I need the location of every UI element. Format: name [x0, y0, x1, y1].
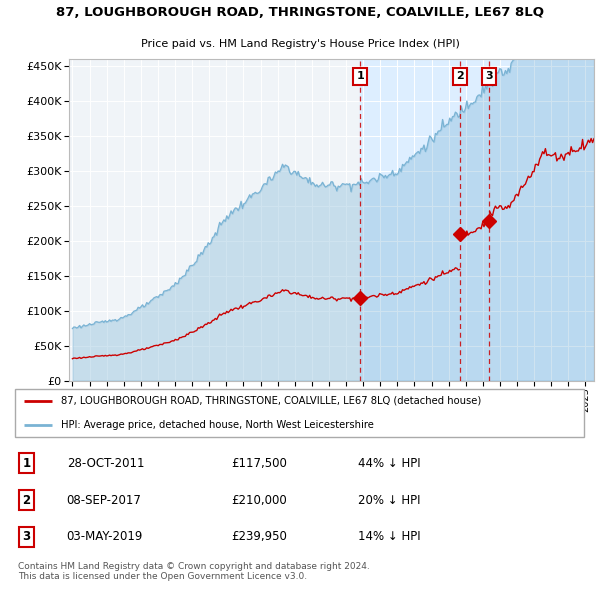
Text: 14% ↓ HPI: 14% ↓ HPI	[358, 530, 420, 543]
Text: 28-OCT-2011: 28-OCT-2011	[67, 457, 144, 470]
Bar	[360, 59, 488, 381]
Text: 03-MAY-2019: 03-MAY-2019	[67, 530, 143, 543]
FancyBboxPatch shape	[15, 389, 584, 437]
Text: 1: 1	[22, 457, 31, 470]
Text: HPI: Average price, detached house, North West Leicestershire: HPI: Average price, detached house, Nort…	[61, 420, 374, 430]
Text: 2: 2	[22, 493, 31, 507]
Text: 44% ↓ HPI: 44% ↓ HPI	[358, 457, 420, 470]
Text: 2: 2	[457, 71, 464, 81]
Text: Price paid vs. HM Land Registry's House Price Index (HPI): Price paid vs. HM Land Registry's House …	[140, 39, 460, 49]
Bar	[360, 59, 594, 381]
Text: £210,000: £210,000	[231, 493, 287, 507]
Text: 3: 3	[485, 71, 493, 81]
Text: 08-SEP-2017: 08-SEP-2017	[67, 493, 142, 507]
Text: £117,500: £117,500	[231, 457, 287, 470]
Text: 3: 3	[22, 530, 31, 543]
Text: 87, LOUGHBOROUGH ROAD, THRINGSTONE, COALVILLE, LE67 8LQ: 87, LOUGHBOROUGH ROAD, THRINGSTONE, COAL…	[56, 6, 544, 19]
Text: Contains HM Land Registry data © Crown copyright and database right 2024.
This d: Contains HM Land Registry data © Crown c…	[18, 562, 370, 581]
Text: £239,950: £239,950	[231, 530, 287, 543]
Text: 20% ↓ HPI: 20% ↓ HPI	[358, 493, 420, 507]
Text: 1: 1	[356, 71, 364, 81]
Text: 87, LOUGHBOROUGH ROAD, THRINGSTONE, COALVILLE, LE67 8LQ (detached house): 87, LOUGHBOROUGH ROAD, THRINGSTONE, COAL…	[61, 396, 481, 406]
